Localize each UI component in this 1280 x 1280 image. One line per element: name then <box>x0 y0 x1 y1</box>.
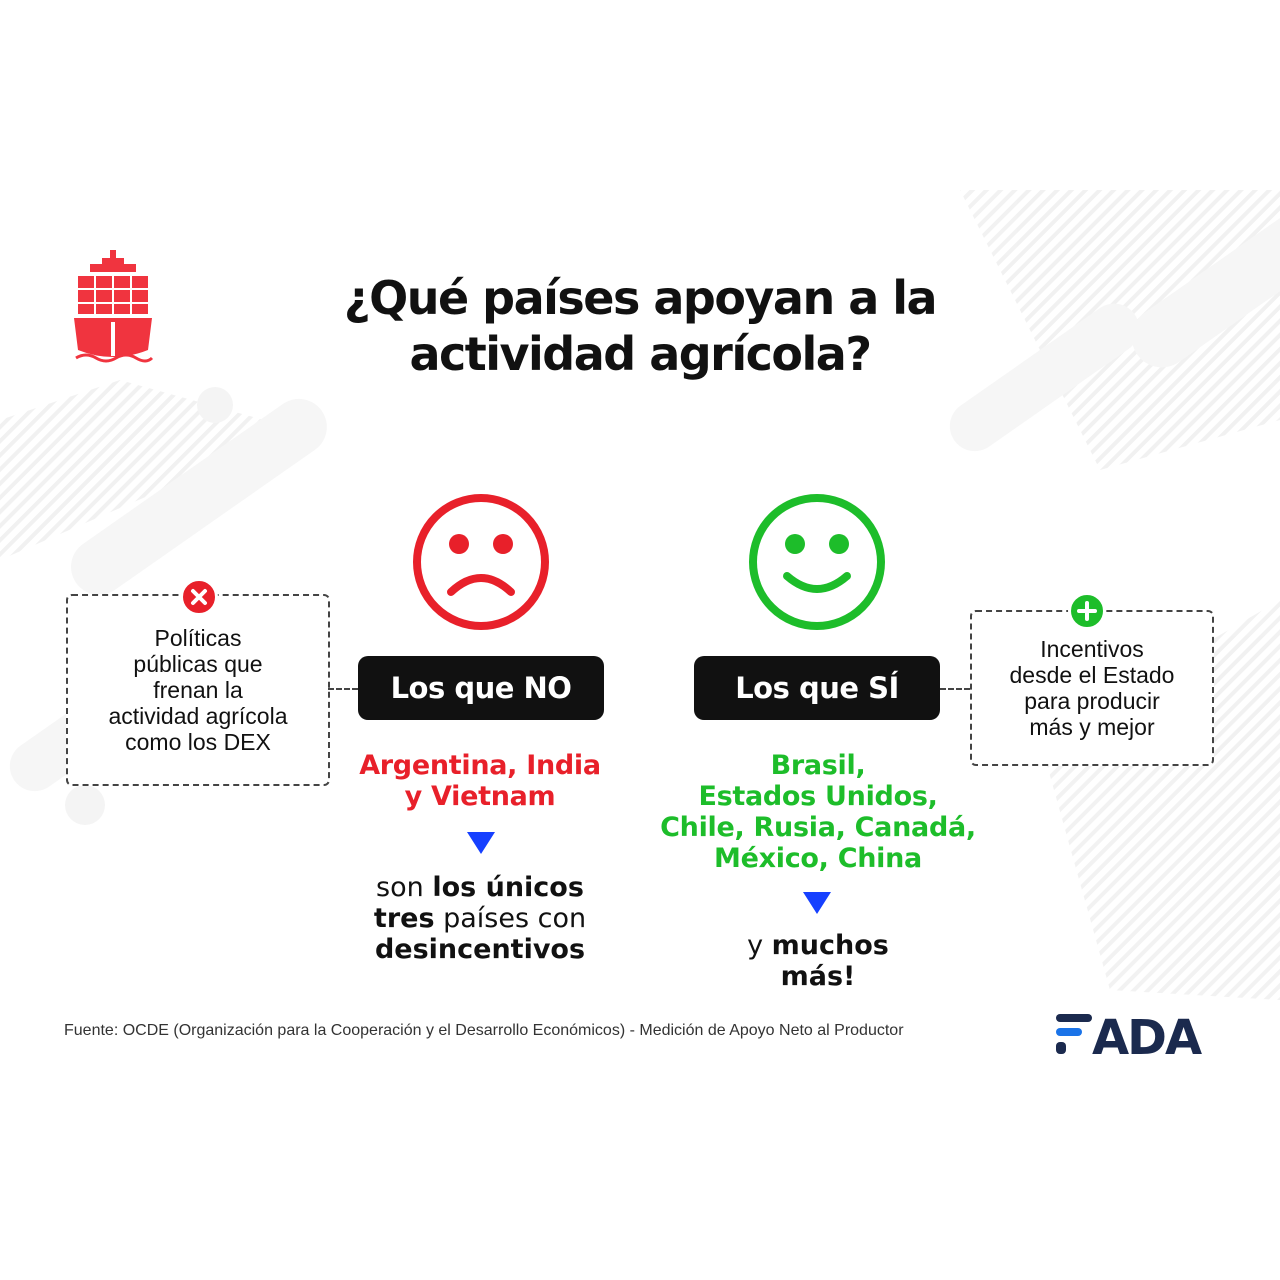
no-countries: Argentina, India y Vietnam <box>330 750 630 812</box>
policy-box-negative: Políticas públicas que frenan la activid… <box>66 594 330 786</box>
page-title: ¿Qué países apoyan a la actividad agríco… <box>300 270 980 382</box>
country-line: Estados Unidos, <box>698 781 938 812</box>
no-note: son los únicos tres países con desincent… <box>373 872 587 965</box>
source-text: Fuente: OCDE (Organización para la Coope… <box>64 1022 904 1039</box>
country-line: Argentina, India <box>359 750 601 781</box>
policy-box-positive: Incentivos desde el Estado para producir… <box>970 610 1214 766</box>
policy-line: públicas que <box>133 651 263 677</box>
policy-line: desde el Estado <box>1009 662 1175 688</box>
label-los-que-si: Los que SÍ <box>694 656 940 720</box>
country-line: y Vietnam <box>404 781 556 812</box>
plus-icon <box>1068 592 1106 630</box>
close-icon <box>180 578 218 616</box>
label-los-que-no: Los que NO <box>358 656 604 720</box>
logo-text: ADA <box>1092 1010 1202 1056</box>
si-note: y muchos más! <box>747 930 889 992</box>
title-line-2: actividad agrícola? <box>409 327 872 381</box>
title-line-1: ¿Qué países apoyan a la <box>343 271 938 325</box>
policy-line: más y mejor <box>1029 714 1155 740</box>
cargo-ship-icon <box>74 250 154 363</box>
policy-line: para producir <box>1024 688 1160 714</box>
policy-line: frenan la <box>153 677 243 703</box>
connector-right <box>940 688 970 690</box>
policy-line: Incentivos <box>1040 636 1144 662</box>
sad-face-icon <box>413 494 549 630</box>
policy-line: actividad agrícola <box>108 703 288 729</box>
country-line: México, China <box>714 843 922 874</box>
connector-left <box>328 688 358 690</box>
fada-logo: ADA <box>1056 1010 1204 1056</box>
arrow-down-icon <box>803 892 831 914</box>
policy-line: como los DEX <box>125 729 271 755</box>
happy-face-icon <box>749 494 885 630</box>
si-countries: Brasil, Estados Unidos, Chile, Rusia, Ca… <box>640 750 996 874</box>
country-line: Chile, Rusia, Canadá, <box>660 812 976 843</box>
policy-line: Políticas <box>154 625 242 651</box>
country-line: Brasil, <box>770 750 866 781</box>
arrow-down-icon <box>467 832 495 854</box>
